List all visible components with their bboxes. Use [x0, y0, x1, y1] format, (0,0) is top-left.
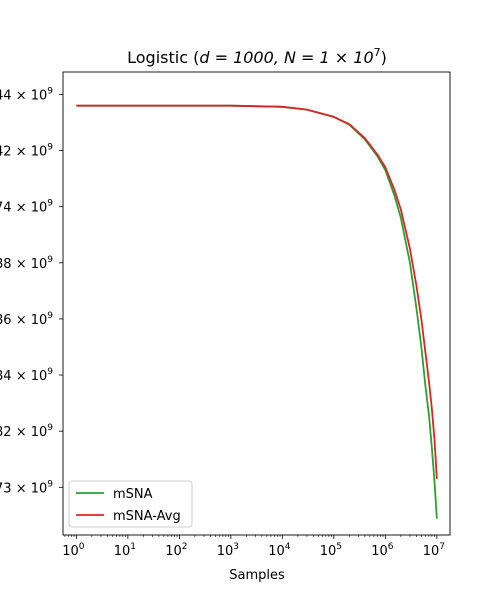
series-line-0: [76, 104, 438, 519]
y-tick-label: 44 × 109: [0, 86, 53, 103]
plot-area: [62, 71, 451, 536]
x-tick-label: 106: [371, 542, 394, 559]
y-tick-label: 86 × 109: [0, 311, 53, 328]
y-tick-label: 88 × 109: [0, 255, 53, 272]
x-axis-label: Samples: [229, 568, 285, 583]
legend: mSNA mSNA-Avg: [68, 480, 193, 528]
y-tick-label: 82 × 109: [0, 423, 53, 440]
chart-title: Logistic (d = 1000, N = 1 × 107): [127, 46, 387, 67]
legend-label: mSNA-Avg: [113, 509, 181, 524]
chart-title-prefix: Logistic (: [127, 48, 199, 67]
axes-frame: [62, 71, 451, 536]
x-axis-ticks: 100 101 102 103 104 105 106 107: [62, 535, 445, 559]
y-tick-label: 84 × 109: [0, 367, 53, 384]
svg-text:Logistic (d = 1000, N = 1 × 10: Logistic (d = 1000, N = 1 × 107): [127, 46, 387, 67]
y-tick-label: 74 × 109: [0, 199, 53, 216]
x-tick-label: 103: [217, 542, 239, 559]
x-tick-label: 102: [165, 542, 187, 559]
y-tick-label: 73 × 109: [0, 479, 53, 496]
chart-title-math: d = 1000, N = 1 × 10: [199, 48, 373, 67]
legend-label: mSNA: [113, 487, 153, 502]
x-tick-label: 104: [268, 542, 291, 559]
series-line-1: [76, 104, 438, 479]
x-tick-label: 101: [114, 542, 136, 559]
x-tick-label: 105: [320, 542, 342, 559]
x-tick-label: 100: [62, 542, 85, 559]
x-tick-label: 107: [423, 542, 445, 559]
y-tick-label: 42 × 109: [0, 143, 53, 160]
chart-title-exponent: 7: [374, 46, 381, 59]
chart-title-suffix: ): [381, 48, 387, 67]
y-axis-ticks: 44 × 109 42 × 109 74 × 109 88 × 109 86 × 109…: [0, 86, 63, 496]
